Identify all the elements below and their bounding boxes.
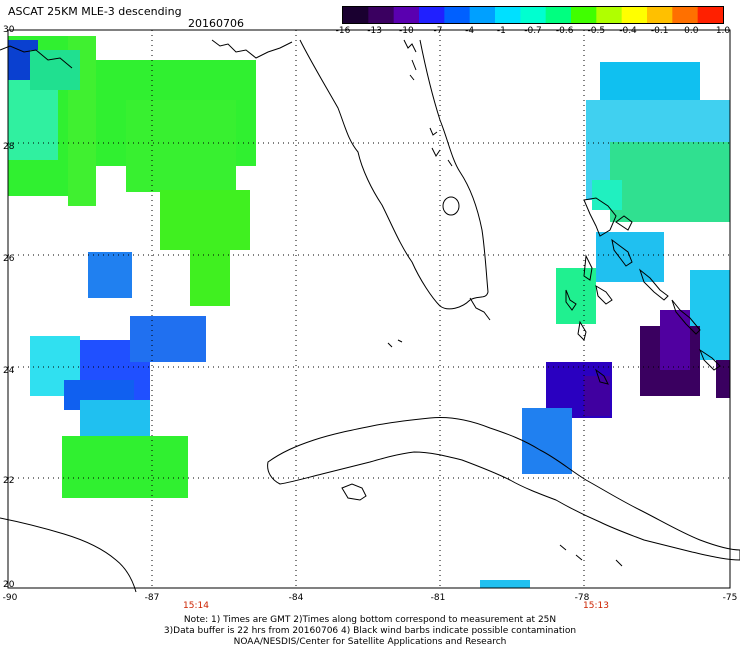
wind-data-cell xyxy=(584,376,610,416)
wind-data-cell xyxy=(130,316,206,362)
grid-lines xyxy=(8,30,730,588)
wind-data-cell xyxy=(480,580,530,588)
note-line-3: NOAA/NESDIS/Center for Satellite Applica… xyxy=(233,637,507,647)
color-scale-segment xyxy=(571,7,597,23)
color-scale-tick: -7 xyxy=(433,26,443,36)
color-scale-segment xyxy=(697,7,724,23)
color-scale-segment xyxy=(545,7,572,23)
color-scale-tick: -16 xyxy=(335,26,351,36)
lat-label-24: 24 xyxy=(3,366,15,376)
color-scale-segment xyxy=(647,7,673,23)
lon-label-75: -75 xyxy=(722,593,738,603)
color-scale-tick: 0.0 xyxy=(684,26,699,36)
wind-data-cell xyxy=(660,310,690,370)
wind-data-cell xyxy=(62,436,188,498)
lat-label-20: 20 xyxy=(3,580,15,590)
swath-time-east: 15:13 xyxy=(583,601,609,611)
color-scale-segment xyxy=(495,7,521,23)
note-line-2: 3)Data buffer is 22 hrs from 20160706 4)… xyxy=(163,626,577,636)
color-scale-tick: 1.0 xyxy=(715,26,731,36)
map-frame xyxy=(7,29,731,589)
lon-label-78: -78 xyxy=(574,593,590,603)
color-scale-tick: -13 xyxy=(367,26,383,36)
color-scale-tick: -1 xyxy=(496,26,506,36)
wind-data-cell xyxy=(190,240,230,306)
lon-label-81: -81 xyxy=(430,593,446,603)
wind-data-cell xyxy=(30,50,80,90)
color-scale-tick: -0.6 xyxy=(555,26,574,36)
color-scale-segment xyxy=(393,7,420,23)
color-scale-tick: -0.4 xyxy=(619,26,637,36)
lat-label-22: 22 xyxy=(3,476,15,486)
color-scale-segment xyxy=(520,7,547,23)
coastline xyxy=(0,39,740,593)
color-scale-segment xyxy=(343,7,369,23)
color-scale-tick: -10 xyxy=(398,26,414,36)
wind-data-cell xyxy=(88,252,132,298)
wind-data-cell xyxy=(716,360,730,398)
color-scale-segment xyxy=(621,7,648,23)
product-title: ASCAT 25KM MLE-3 descending xyxy=(8,5,182,18)
color-scale-tick: -0.1 xyxy=(650,26,669,36)
color-scale-segment xyxy=(419,7,445,23)
swath-time-west: 15:14 xyxy=(183,601,209,611)
color-scale-segment xyxy=(672,7,699,23)
color-scale-segment xyxy=(469,7,496,23)
color-scale-tick: -0.5 xyxy=(587,26,606,36)
color-scale-segment xyxy=(596,7,623,23)
color-scale-tick: -0.7 xyxy=(524,26,542,36)
product-date: 20160706 xyxy=(188,17,244,30)
lon-label-87: -87 xyxy=(144,593,160,603)
wind-data-cell xyxy=(522,408,572,474)
wind-data-cell xyxy=(126,100,236,192)
note-line-1: Note: 1) Times are GMT 2)Times along bot… xyxy=(183,615,557,625)
lon-label-84: -84 xyxy=(288,593,304,603)
lon-label-90: -90 xyxy=(2,593,18,603)
wind-data-cell xyxy=(556,268,596,324)
color-scale-tick: -4 xyxy=(465,26,475,36)
color-scale-segment xyxy=(444,7,471,23)
lat-label-30: 30 xyxy=(3,25,15,35)
color-scale-bar xyxy=(342,6,724,24)
wind-data-cell xyxy=(610,142,730,222)
wind-data-cells xyxy=(8,36,730,588)
wind-data-cell xyxy=(8,80,58,160)
lat-label-28: 28 xyxy=(3,142,15,152)
color-scale-segment xyxy=(368,7,395,23)
lat-label-26: 26 xyxy=(3,254,15,264)
